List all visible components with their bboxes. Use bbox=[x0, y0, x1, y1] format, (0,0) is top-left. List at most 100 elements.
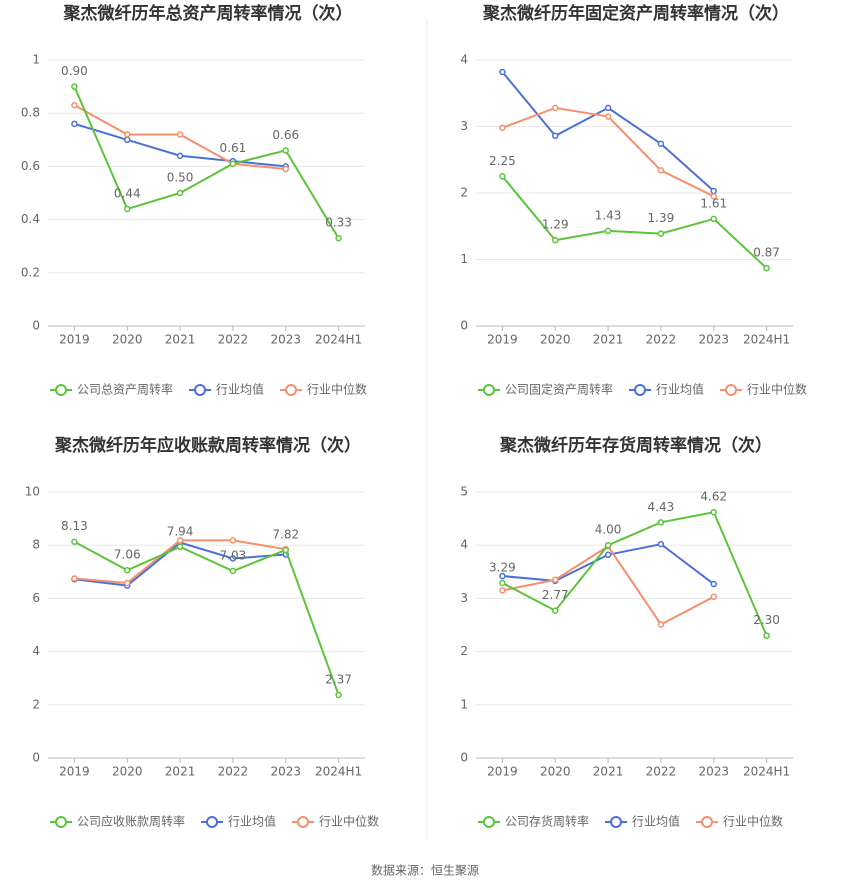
data-label: 0.66 bbox=[272, 128, 299, 142]
legend-label: 行业中位数 bbox=[747, 382, 807, 397]
legend-marker bbox=[483, 816, 495, 828]
x-tick-label: 2022 bbox=[218, 333, 249, 347]
y-tick-label: 5 bbox=[460, 485, 468, 499]
chart-title: 聚杰微纤历年应收账款周转率情况（次） bbox=[54, 435, 361, 456]
data-label: 0.90 bbox=[61, 64, 88, 78]
legend-label: 行业均值 bbox=[656, 382, 704, 397]
chart-title: 聚杰微纤历年存货周转率情况（次） bbox=[499, 435, 772, 456]
x-tick-label: 2024H1 bbox=[743, 333, 790, 347]
x-tick-label: 2019 bbox=[59, 333, 90, 347]
series-line bbox=[73, 540, 340, 696]
x-tick-label: 2022 bbox=[646, 765, 677, 779]
data-point bbox=[282, 147, 289, 154]
series-line bbox=[501, 175, 768, 269]
data-point bbox=[657, 167, 665, 174]
y-tick-label: 1 bbox=[460, 252, 468, 266]
y-tick-label: 0.6 bbox=[21, 159, 40, 173]
x-tick-label: 2020 bbox=[540, 333, 571, 347]
x-tick-label: 2019 bbox=[59, 765, 90, 779]
data-point bbox=[499, 587, 506, 594]
data-point bbox=[657, 519, 665, 526]
data-point bbox=[604, 551, 612, 559]
data-point bbox=[71, 120, 78, 128]
x-tick-label: 2023 bbox=[270, 333, 301, 347]
data-point bbox=[71, 538, 78, 545]
source-note: 数据来源：恒生聚源 bbox=[371, 863, 479, 878]
data-point bbox=[229, 567, 237, 575]
data-label: 4.00 bbox=[595, 523, 622, 537]
data-point bbox=[604, 227, 612, 235]
data-point bbox=[710, 593, 717, 601]
legend-label: 公司总资产周转率 bbox=[77, 382, 173, 397]
data-label: 1.29 bbox=[542, 218, 569, 232]
data-label: 2.30 bbox=[753, 613, 780, 627]
data-point bbox=[552, 104, 559, 112]
data-label: 7.06 bbox=[114, 548, 141, 562]
data-point bbox=[124, 131, 131, 138]
x-tick-label: 2023 bbox=[698, 765, 729, 779]
legend-label: 公司存货周转率 bbox=[505, 814, 589, 829]
data-point bbox=[229, 160, 237, 167]
x-tick-label: 2020 bbox=[540, 765, 571, 779]
data-point bbox=[176, 543, 184, 551]
y-tick-label: 3 bbox=[460, 119, 468, 133]
data-label: 0.44 bbox=[114, 186, 141, 200]
legend-label: 行业中位数 bbox=[319, 814, 379, 829]
y-tick-label: 0.8 bbox=[21, 106, 40, 120]
data-point bbox=[604, 104, 612, 112]
series-line bbox=[502, 106, 715, 198]
data-point bbox=[763, 264, 770, 272]
data-point bbox=[657, 140, 665, 148]
x-tick-label: 2020 bbox=[112, 765, 143, 779]
x-tick-label: 2021 bbox=[593, 333, 624, 347]
data-label: 2.37 bbox=[325, 672, 352, 686]
x-tick-label: 2022 bbox=[646, 333, 677, 347]
legend-label: 公司固定资产周转率 bbox=[505, 382, 613, 397]
legend-marker bbox=[55, 384, 67, 396]
data-point bbox=[499, 572, 506, 580]
y-tick-label: 0.4 bbox=[21, 212, 40, 226]
data-point bbox=[763, 632, 770, 639]
data-point bbox=[499, 173, 506, 180]
data-point bbox=[71, 83, 78, 90]
data-label: 2.77 bbox=[542, 588, 569, 602]
data-label: 0.87 bbox=[753, 246, 780, 260]
y-tick-label: 6 bbox=[32, 591, 40, 605]
y-tick-label: 2 bbox=[460, 186, 468, 200]
data-label: 0.33 bbox=[325, 216, 352, 230]
data-point bbox=[176, 189, 184, 197]
data-point bbox=[71, 101, 78, 109]
x-tick-label: 2021 bbox=[165, 765, 196, 779]
data-point bbox=[499, 124, 506, 132]
data-point bbox=[499, 68, 506, 76]
data-label: 1.61 bbox=[700, 196, 727, 210]
data-point bbox=[229, 537, 237, 544]
data-point bbox=[176, 152, 184, 160]
series-line bbox=[501, 511, 768, 637]
data-point bbox=[282, 546, 289, 554]
data-point bbox=[710, 580, 717, 588]
data-label: 1.43 bbox=[595, 208, 622, 222]
legend-label: 公司应收账款周转率 bbox=[77, 814, 185, 829]
legend-label: 行业均值 bbox=[216, 382, 264, 397]
data-label: 3.29 bbox=[489, 560, 516, 574]
data-point bbox=[710, 187, 717, 195]
data-label: 0.61 bbox=[220, 141, 247, 155]
data-label: 4.62 bbox=[700, 490, 727, 504]
legend-marker bbox=[206, 816, 219, 828]
data-label: 2.25 bbox=[489, 154, 516, 168]
legend-marker bbox=[285, 384, 298, 396]
legend-label: 行业均值 bbox=[632, 814, 680, 829]
data-label: 7.82 bbox=[272, 527, 299, 541]
x-tick-label: 2024H1 bbox=[315, 333, 362, 347]
y-tick-label: 0 bbox=[460, 751, 468, 765]
series-line bbox=[73, 86, 340, 239]
data-point bbox=[282, 165, 289, 173]
y-tick-label: 1 bbox=[32, 53, 40, 67]
y-tick-label: 8 bbox=[32, 538, 40, 552]
data-point bbox=[499, 579, 506, 587]
data-point bbox=[710, 215, 717, 223]
x-tick-label: 2019 bbox=[487, 765, 518, 779]
data-point bbox=[604, 541, 612, 549]
data-label: 4.43 bbox=[648, 500, 675, 514]
